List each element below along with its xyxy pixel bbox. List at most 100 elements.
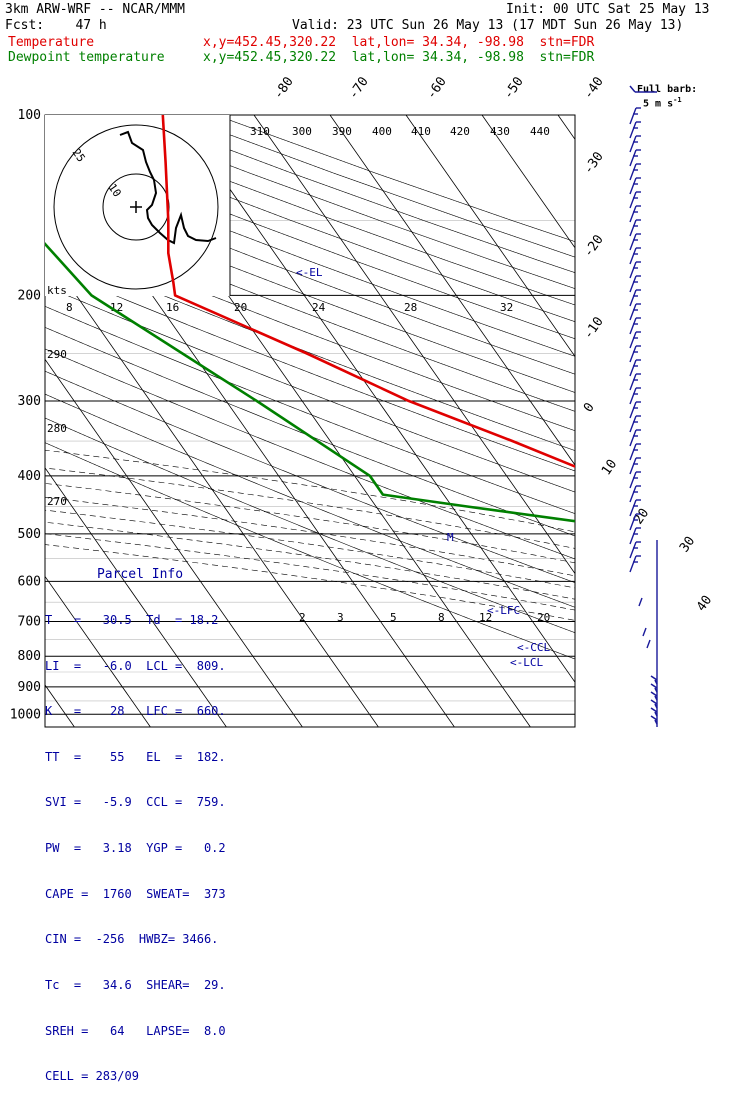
wind-barb bbox=[629, 457, 641, 475]
parcel-line-svi: SVI = -5.9 CCL = 759. bbox=[45, 795, 226, 810]
wind-barb bbox=[629, 275, 641, 293]
isotherm-label: 0 bbox=[581, 400, 598, 415]
theta-label: 280 bbox=[47, 422, 67, 435]
wetbulb-label: 24 bbox=[312, 301, 326, 314]
mixing-ratio-label: 8 bbox=[438, 611, 445, 624]
hodograph-bg bbox=[45, 115, 230, 296]
isotherm-label: -20 bbox=[581, 232, 607, 260]
hodograph-unit: kts bbox=[47, 284, 67, 297]
wind-barbs bbox=[629, 85, 658, 727]
hodograph-center bbox=[130, 201, 142, 213]
isotherm-label: 40 bbox=[694, 593, 715, 614]
full-barb-label: Full barb: bbox=[637, 84, 698, 95]
wind-barb bbox=[629, 387, 641, 405]
dry-adiabat-label: 390 bbox=[332, 125, 352, 138]
wind-barb bbox=[629, 219, 641, 237]
isotherm-label: -40 bbox=[581, 74, 607, 102]
model-title: 3km ARW-WRF -- NCAR/MMM bbox=[5, 2, 186, 17]
init-time: Init: 00 UTC Sat 25 May 13 bbox=[506, 2, 710, 17]
wind-barb bbox=[629, 415, 641, 433]
dry-adiabat bbox=[45, 174, 575, 375]
low-level-barb bbox=[654, 719, 658, 725]
low-level-barb bbox=[654, 679, 658, 685]
parcel-line-t: T = 30.5 Td = 18.2 bbox=[45, 613, 219, 628]
barb-staff bbox=[629, 121, 637, 139]
dry-adiabat-label: 310 bbox=[250, 125, 270, 138]
dry-adiabat bbox=[45, 209, 575, 412]
parcel-line-li: LI = -6.0 LCL = 809. bbox=[45, 658, 226, 673]
dewpoint-legend: Dewpoint temperature bbox=[8, 50, 165, 65]
theta-label: 270 bbox=[47, 495, 67, 508]
wind-barb bbox=[629, 331, 641, 349]
dry-adiabat bbox=[45, 306, 575, 514]
low-level-barb bbox=[654, 703, 658, 709]
skewt-figure: { "header": { "model": "3km ARW-WRF -- N… bbox=[5, 2, 740, 1084]
barb-staff bbox=[629, 471, 637, 489]
full-barb-unit: 5 m s-1 bbox=[643, 95, 682, 109]
wind-barb bbox=[629, 177, 641, 195]
hodograph: 25 10 kts bbox=[45, 115, 231, 297]
temperature-location: x,y=452.45,320.22 lat,lon= 34.34, -98.98… bbox=[203, 35, 595, 50]
pressure-label: 200 bbox=[18, 288, 41, 303]
parcel-line-sreh: SREH = 64 LAPSE= 8.0 bbox=[45, 1023, 226, 1038]
isotherm bbox=[45, 575, 151, 727]
dry-adiabat bbox=[45, 285, 575, 493]
barb-staff bbox=[629, 359, 637, 377]
parcel-line-cape: CAPE = 1760 SWEAT= 373 bbox=[45, 886, 226, 901]
barb-staff bbox=[629, 513, 637, 531]
isotherm bbox=[634, 115, 740, 727]
wind-barb bbox=[629, 541, 641, 559]
barb-staff bbox=[629, 219, 637, 237]
dry-adiabat bbox=[45, 327, 575, 537]
low-level-barb bbox=[650, 691, 658, 697]
wind-barb bbox=[629, 317, 641, 335]
barb-staff bbox=[629, 457, 637, 475]
dry-adiabat bbox=[45, 417, 575, 634]
dry-adiabat bbox=[45, 265, 575, 472]
hodograph-trace bbox=[119, 130, 217, 245]
dry-adiabat-label: 420 bbox=[450, 125, 470, 138]
low-level-barb bbox=[654, 711, 658, 717]
barb-staff bbox=[629, 303, 637, 321]
forecast-hour: Fcst: 47 h bbox=[5, 18, 107, 33]
wind-barb bbox=[629, 247, 641, 265]
parcel-line-pw: PW = 3.18 YGP = 0.2 bbox=[45, 841, 226, 856]
barb-staff bbox=[629, 401, 637, 419]
wetbulb-label: 8 bbox=[66, 301, 73, 314]
wind-barb bbox=[629, 401, 641, 419]
wind-barb bbox=[629, 135, 641, 153]
barb-staff bbox=[629, 429, 637, 447]
isotherm bbox=[45, 358, 303, 727]
isotherm-label: -50 bbox=[501, 74, 527, 102]
plot-frame bbox=[44, 114, 576, 728]
dewpoint-line bbox=[45, 241, 575, 523]
isotherm bbox=[45, 467, 227, 727]
mixing-ratio-label: 5 bbox=[390, 611, 397, 624]
wind-barb bbox=[629, 373, 641, 391]
lcl-marker: <-LCL bbox=[510, 656, 543, 669]
isotherm bbox=[557, 115, 575, 140]
dry-adiabat bbox=[45, 227, 575, 432]
pressure-label: 400 bbox=[18, 469, 41, 484]
barb-staff bbox=[629, 415, 637, 433]
mixing-ratio-label: 2 bbox=[299, 611, 306, 624]
hodograph-ring-label: 25 bbox=[70, 146, 88, 164]
wind-barb bbox=[629, 359, 641, 377]
barb-staff bbox=[629, 527, 637, 545]
moist-adiabat bbox=[45, 509, 575, 589]
dry-adiabat bbox=[45, 191, 575, 393]
lfc-marker: <-LFC bbox=[487, 604, 520, 617]
wind-barb-small bbox=[638, 597, 643, 607]
wind-barb bbox=[629, 121, 641, 139]
isotherm-label: 30 bbox=[677, 534, 698, 555]
barb-staff bbox=[629, 443, 637, 461]
barb-staff bbox=[629, 345, 637, 363]
barb-staff bbox=[629, 275, 637, 293]
isotherm-label: -10 bbox=[581, 314, 607, 342]
parcel-line-tc: Tc = 34.6 SHEAR= 29. bbox=[45, 977, 226, 992]
isotherm-label: -70 bbox=[346, 74, 372, 102]
low-level-barb bbox=[650, 683, 658, 689]
m-marker: M bbox=[447, 531, 454, 544]
barb-staff bbox=[629, 555, 637, 573]
